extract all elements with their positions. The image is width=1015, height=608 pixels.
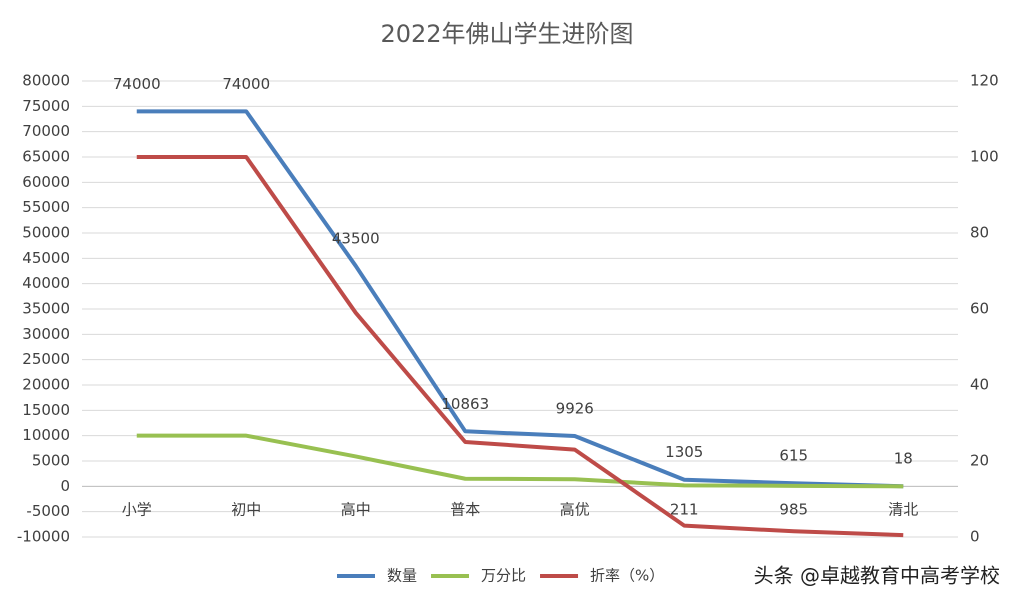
data-label: 74000 <box>113 75 161 93</box>
y2-tick-label: 40 <box>970 376 989 394</box>
data-label: 74000 <box>222 75 270 93</box>
data-label: 615 <box>779 447 808 465</box>
x-tick-label: 985 <box>779 501 808 519</box>
x-tick-label: 211 <box>670 501 699 519</box>
y-tick-label: 50000 <box>22 224 70 242</box>
y2-tick-label: 120 <box>970 72 999 90</box>
watermark: 头条 @卓越教育中高考学校 <box>754 564 1000 588</box>
y2-tick-label: 100 <box>970 148 999 166</box>
x-tick-label: 高中 <box>341 501 371 519</box>
x-tick-label: 清北 <box>888 501 918 519</box>
data-label: 43500 <box>332 229 380 247</box>
legend-label: 折率（%） <box>590 567 664 585</box>
data-label: 9926 <box>556 400 594 418</box>
series-line <box>136 109 904 489</box>
legend-label: 数量 <box>387 567 417 585</box>
y-tick-label: 5000 <box>32 452 70 470</box>
series-line <box>136 433 904 489</box>
y-tick-label: 10000 <box>22 426 70 444</box>
y-tick-label: 80000 <box>22 72 70 90</box>
y-tick-label: -10000 <box>17 528 70 546</box>
y2-tick-label: 60 <box>970 300 989 318</box>
y-tick-label: 70000 <box>22 122 70 140</box>
x-tick-label: 小学 <box>122 501 152 519</box>
data-label: 18 <box>894 450 913 468</box>
y-tick-label: 40000 <box>22 274 70 292</box>
y2-tick-label: 0 <box>970 528 980 546</box>
y-tick-label: 25000 <box>22 350 70 368</box>
x-tick-label: 初中 <box>231 501 261 519</box>
series-line <box>136 155 904 538</box>
y-tick-label: 45000 <box>22 249 70 267</box>
y-tick-label: 20000 <box>22 376 70 394</box>
y-tick-label: 30000 <box>22 325 70 343</box>
y-tick-label: 65000 <box>22 148 70 166</box>
data-label: 10863 <box>441 395 489 413</box>
data-label: 1305 <box>665 443 703 461</box>
legend-label: 万分比 <box>481 567 526 585</box>
y-tick-label: 35000 <box>22 300 70 318</box>
x-tick-label: 高优 <box>560 501 590 519</box>
y-tick-label: 0 <box>60 477 70 495</box>
y-tick-label: 60000 <box>22 173 70 191</box>
y2-tick-label: 80 <box>970 224 989 242</box>
y-tick-label: 55000 <box>22 198 70 216</box>
y-tick-label: -5000 <box>26 502 70 520</box>
x-tick-label: 普本 <box>450 501 480 519</box>
y2-tick-label: 20 <box>970 452 989 470</box>
y-tick-label: 15000 <box>22 401 70 419</box>
y-tick-label: 75000 <box>22 97 70 115</box>
chart-title: 2022年佛山学生进阶图 <box>380 20 633 48</box>
